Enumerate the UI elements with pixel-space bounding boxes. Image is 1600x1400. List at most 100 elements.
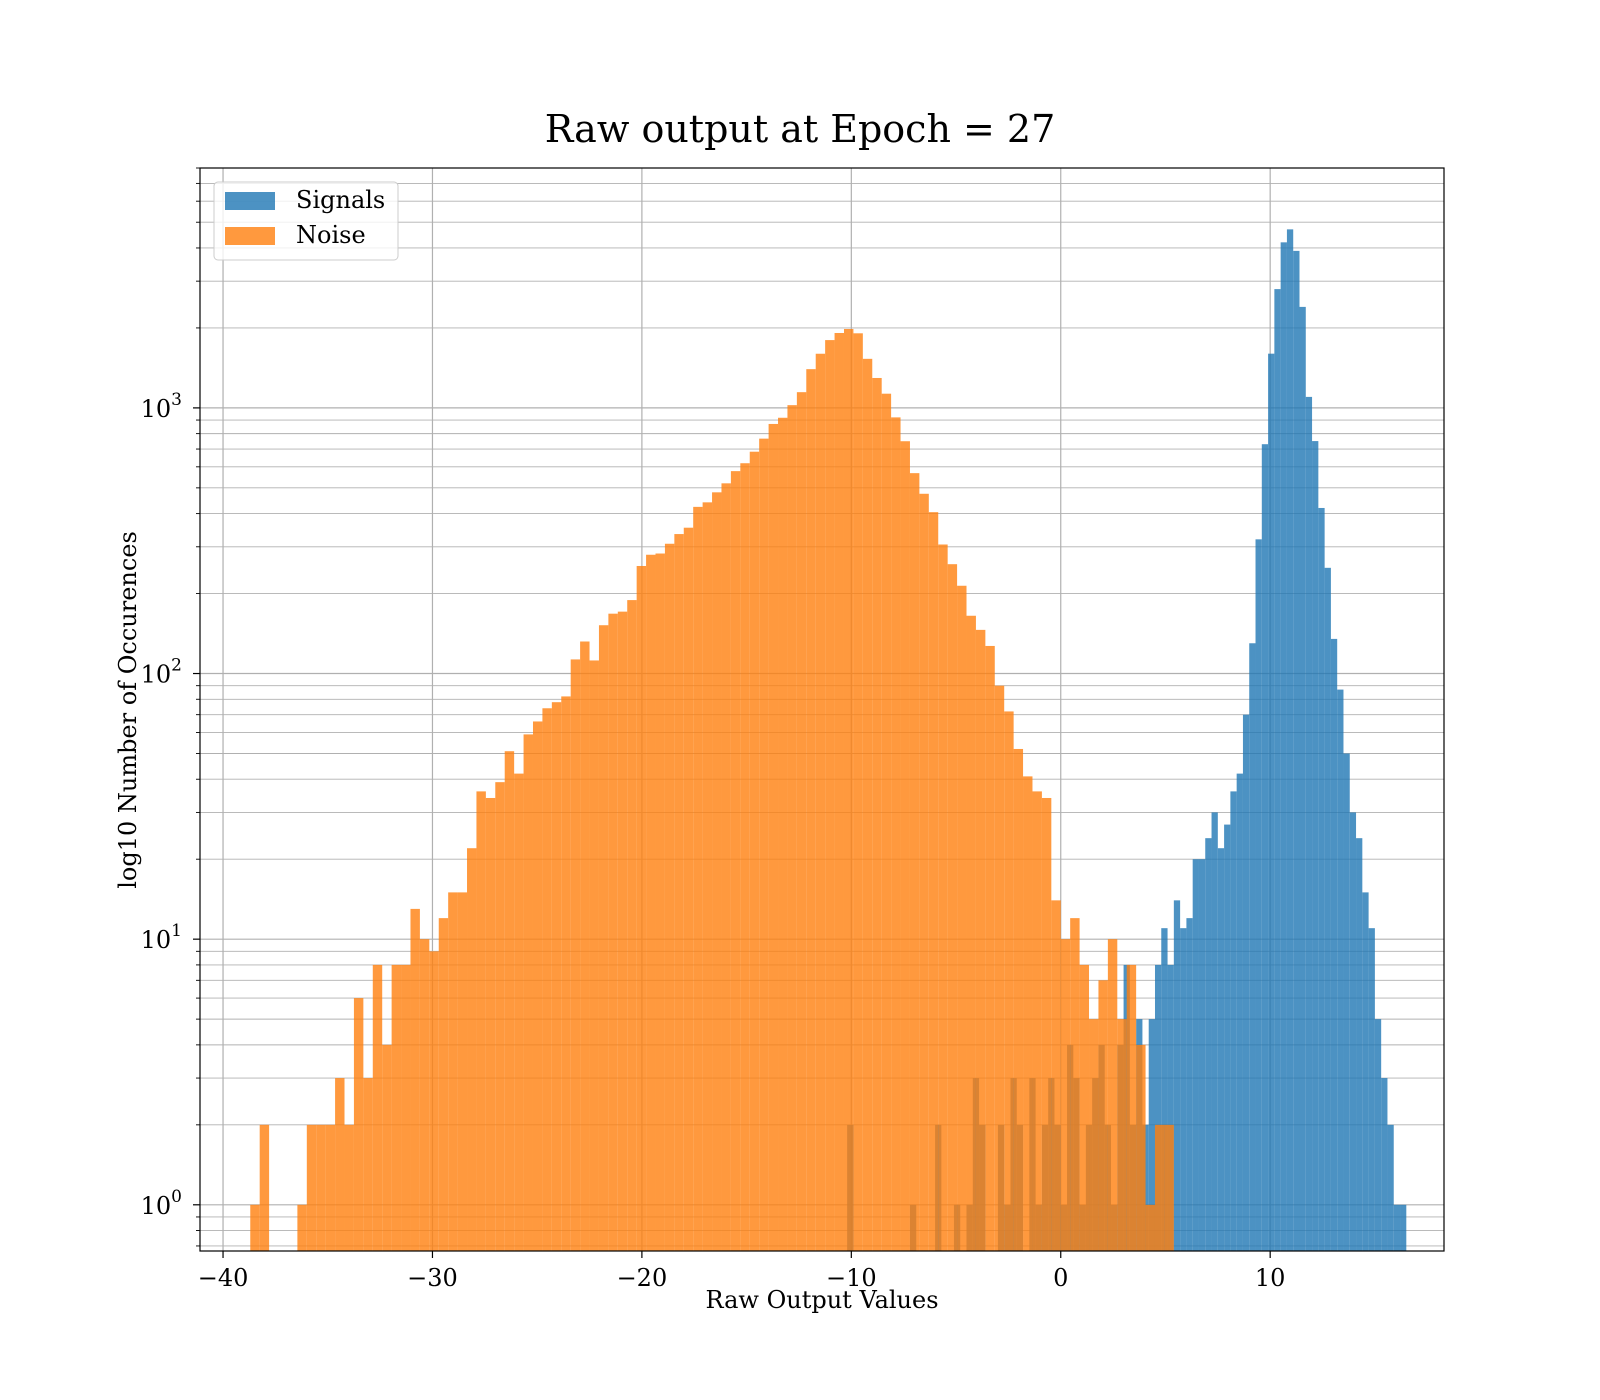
signals-bar <box>1154 964 1162 1251</box>
plot-frame <box>199 167 1445 1252</box>
series-noise <box>250 328 1174 1252</box>
noise-bar <box>457 892 468 1251</box>
noise-bar <box>561 696 571 1251</box>
noise-bar <box>608 613 618 1251</box>
noise-bar <box>1126 964 1137 1251</box>
noise-bar <box>806 369 816 1251</box>
signals-bar <box>1255 539 1262 1251</box>
noise-bar <box>843 328 854 1251</box>
noise-bar <box>1136 1044 1146 1251</box>
signals-bar <box>1374 1019 1382 1251</box>
noise-bar <box>1023 776 1033 1251</box>
noise-bar <box>335 1078 345 1251</box>
noise-bar <box>1032 791 1042 1251</box>
noise-bar <box>985 645 995 1251</box>
noise-bar <box>1041 797 1052 1251</box>
legend: Signals Noise <box>213 181 399 261</box>
noise-bar <box>966 615 976 1251</box>
legend-swatch-noise <box>225 227 275 245</box>
signals-bar <box>1343 753 1350 1251</box>
noise-bar <box>580 641 590 1251</box>
signals-bar <box>1242 714 1250 1251</box>
noise-bar <box>1013 748 1024 1251</box>
signals-bar <box>1299 306 1306 1252</box>
x-tick-label: −30 <box>407 1264 458 1292</box>
noise-bar <box>344 1124 354 1251</box>
x-tick-label: −20 <box>617 1264 668 1292</box>
noise-bar <box>627 600 637 1251</box>
noise-bar <box>297 1204 307 1251</box>
chart-title: Raw output at Epoch = 27 <box>545 107 1056 151</box>
noise-bar <box>778 417 788 1251</box>
noise-bar <box>353 998 364 1251</box>
noise-bar <box>617 611 628 1251</box>
noise-bar <box>730 471 741 1251</box>
signals-bar <box>1148 1019 1155 1251</box>
noise-bar <box>532 721 543 1251</box>
noise-bar <box>721 483 731 1251</box>
signals-bar <box>1161 928 1168 1251</box>
noise-bar <box>485 797 496 1251</box>
histogram-bars <box>250 229 1407 1252</box>
noise-bar <box>872 377 882 1252</box>
noise-bar <box>712 492 722 1252</box>
noise-bar <box>1004 711 1014 1251</box>
signals-bar <box>1217 848 1225 1251</box>
noise-bar <box>1051 900 1061 1251</box>
noise-bar <box>891 417 901 1251</box>
signals-bar <box>1305 396 1313 1251</box>
x-tick-label: 0 <box>1053 1264 1068 1292</box>
noise-bar <box>683 527 694 1251</box>
noise-bar <box>259 1124 270 1251</box>
signals-bar <box>1312 441 1319 1251</box>
noise-bar <box>994 685 1005 1251</box>
noise-bar <box>523 734 533 1251</box>
noise-bar <box>834 332 844 1251</box>
noise-bar <box>759 438 769 1251</box>
noise-bar <box>938 544 948 1251</box>
noise-bar <box>702 502 713 1251</box>
noise-bar <box>1089 1019 1099 1251</box>
noise-bar <box>570 659 581 1251</box>
y-tick-label: 103 <box>141 390 182 423</box>
signals-bar <box>1368 928 1375 1251</box>
noise-bar <box>1060 939 1071 1251</box>
signals-bar <box>1362 892 1369 1251</box>
signals-bar <box>1180 928 1187 1251</box>
noise-bar <box>1154 1124 1165 1251</box>
noise-bar <box>316 1124 326 1251</box>
y-tick-label: 101 <box>141 921 182 954</box>
signals-bar <box>1274 289 1281 1252</box>
noise-bar <box>1117 1019 1127 1251</box>
noise-bar <box>900 441 910 1251</box>
noise-bar <box>796 392 807 1251</box>
signals-bar <box>1318 507 1325 1251</box>
noise-bar <box>410 908 420 1251</box>
signals-bar <box>1205 838 1212 1251</box>
signals-bar <box>1167 964 1174 1251</box>
x-tick-label: −10 <box>826 1264 877 1292</box>
noise-bar <box>429 951 439 1251</box>
noise-bar <box>862 358 873 1251</box>
legend-label-signals: Signals <box>296 186 385 214</box>
noise-bar <box>514 773 524 1251</box>
signals-bar <box>1198 859 1206 1251</box>
noise-bar <box>250 1204 260 1251</box>
noise-bar <box>504 751 515 1251</box>
noise-bar <box>382 1044 392 1251</box>
y-tick-label: 102 <box>141 656 182 689</box>
noise-bar <box>401 964 411 1251</box>
noise-bar <box>467 848 477 1251</box>
legend-swatch-signals <box>225 192 275 210</box>
signals-bar <box>1280 242 1287 1251</box>
noise-bar <box>975 629 986 1251</box>
noise-bar <box>1070 918 1080 1251</box>
axis-ticks: −40 −30 −20 −10 0 10 100 101 102 103 <box>141 167 1285 1292</box>
signals-bar <box>1249 643 1256 1251</box>
noise-bar <box>542 708 552 1251</box>
signals-bar <box>1381 1078 1388 1251</box>
signals-bar <box>1337 689 1344 1251</box>
y-axis-label: log10 Number of Occurences <box>114 531 142 889</box>
signals-bar <box>1192 859 1199 1251</box>
signals-bar <box>1349 812 1357 1251</box>
